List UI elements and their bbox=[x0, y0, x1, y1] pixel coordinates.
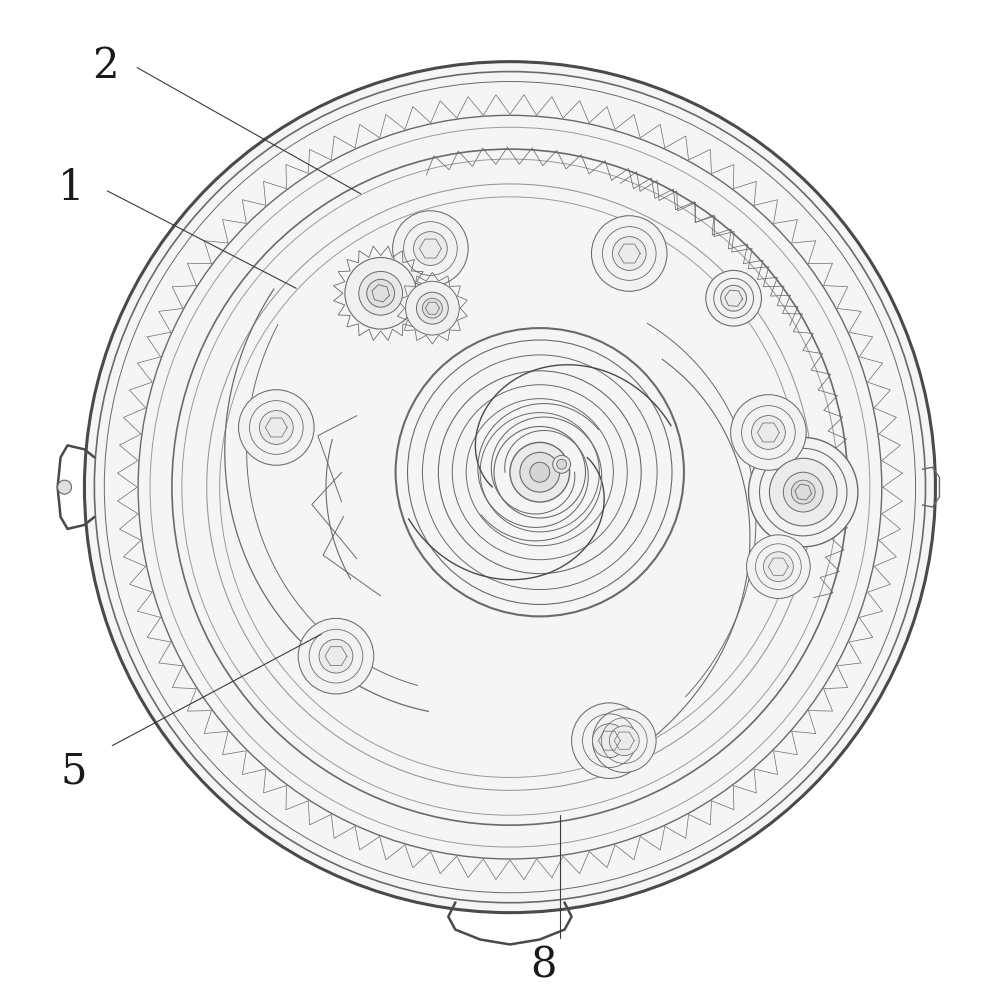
Circle shape bbox=[422, 298, 442, 318]
Circle shape bbox=[393, 210, 468, 286]
Circle shape bbox=[359, 271, 403, 315]
Circle shape bbox=[58, 481, 72, 495]
Circle shape bbox=[530, 463, 550, 483]
Text: 2: 2 bbox=[92, 45, 119, 87]
Text: 1: 1 bbox=[58, 167, 84, 209]
Text: 5: 5 bbox=[61, 751, 87, 793]
Circle shape bbox=[553, 456, 571, 474]
Circle shape bbox=[731, 395, 806, 471]
Circle shape bbox=[84, 62, 935, 912]
Circle shape bbox=[557, 460, 567, 470]
Circle shape bbox=[747, 534, 810, 598]
Circle shape bbox=[367, 279, 395, 307]
Circle shape bbox=[791, 481, 815, 504]
Text: 8: 8 bbox=[530, 944, 556, 986]
Circle shape bbox=[592, 709, 656, 773]
Circle shape bbox=[510, 443, 570, 502]
Circle shape bbox=[783, 473, 823, 512]
Circle shape bbox=[763, 551, 793, 581]
Circle shape bbox=[414, 231, 447, 265]
Circle shape bbox=[609, 726, 639, 756]
Circle shape bbox=[259, 411, 293, 445]
Circle shape bbox=[239, 390, 314, 466]
Circle shape bbox=[749, 438, 858, 546]
Circle shape bbox=[319, 639, 353, 673]
Circle shape bbox=[752, 416, 785, 450]
Circle shape bbox=[769, 459, 837, 525]
Circle shape bbox=[406, 281, 459, 335]
Circle shape bbox=[416, 292, 448, 324]
Circle shape bbox=[592, 724, 626, 758]
Circle shape bbox=[591, 215, 667, 291]
Circle shape bbox=[706, 270, 761, 326]
Circle shape bbox=[572, 703, 647, 779]
Circle shape bbox=[721, 285, 747, 311]
Circle shape bbox=[520, 453, 560, 493]
Circle shape bbox=[82, 60, 937, 914]
Circle shape bbox=[612, 236, 646, 270]
Circle shape bbox=[298, 618, 374, 694]
Circle shape bbox=[345, 257, 416, 329]
